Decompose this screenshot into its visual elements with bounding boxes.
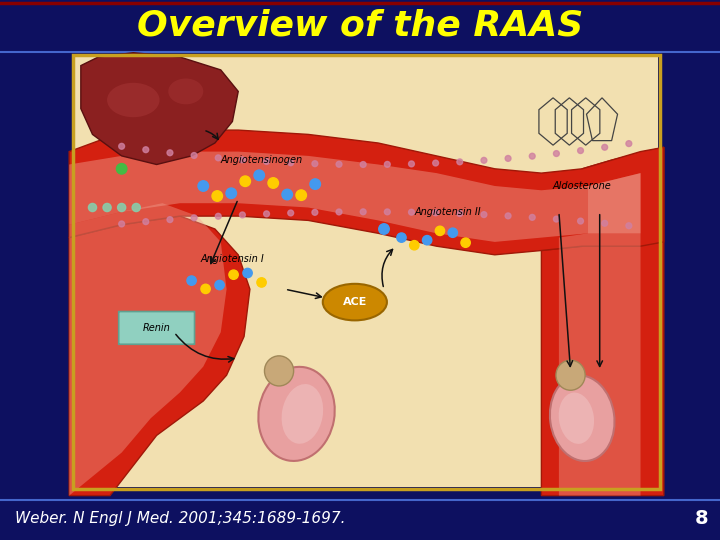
Circle shape bbox=[215, 155, 221, 161]
Circle shape bbox=[288, 160, 294, 166]
Circle shape bbox=[215, 280, 224, 289]
Circle shape bbox=[360, 161, 366, 167]
Circle shape bbox=[626, 223, 631, 228]
Ellipse shape bbox=[258, 367, 335, 461]
Circle shape bbox=[143, 147, 149, 153]
Bar bbox=[75, 57, 658, 487]
Circle shape bbox=[602, 144, 608, 150]
Text: Angiotensin I: Angiotensin I bbox=[201, 254, 264, 264]
Text: Overview of the RAAS: Overview of the RAAS bbox=[137, 9, 583, 43]
Circle shape bbox=[187, 276, 197, 285]
Circle shape bbox=[336, 161, 342, 167]
Circle shape bbox=[529, 153, 535, 159]
Polygon shape bbox=[69, 216, 250, 496]
Circle shape bbox=[336, 209, 342, 215]
Ellipse shape bbox=[550, 375, 615, 461]
Circle shape bbox=[505, 156, 511, 161]
Circle shape bbox=[554, 151, 559, 157]
Circle shape bbox=[264, 159, 269, 164]
Circle shape bbox=[282, 190, 292, 200]
Circle shape bbox=[215, 213, 221, 219]
Circle shape bbox=[554, 216, 559, 222]
Ellipse shape bbox=[107, 83, 160, 117]
Ellipse shape bbox=[168, 78, 203, 104]
Circle shape bbox=[288, 210, 294, 216]
Text: Weber. N Engl J Med. 2001;345:1689-1697.: Weber. N Engl J Med. 2001;345:1689-1697. bbox=[15, 511, 346, 526]
Text: Renin: Renin bbox=[143, 323, 171, 333]
Polygon shape bbox=[541, 147, 664, 496]
Polygon shape bbox=[69, 203, 227, 496]
Circle shape bbox=[433, 160, 438, 166]
Circle shape bbox=[264, 211, 269, 217]
Circle shape bbox=[167, 150, 173, 156]
Circle shape bbox=[529, 214, 535, 220]
Ellipse shape bbox=[556, 360, 585, 390]
Circle shape bbox=[448, 228, 457, 238]
Circle shape bbox=[360, 209, 366, 215]
Polygon shape bbox=[69, 130, 664, 255]
Circle shape bbox=[201, 284, 210, 294]
Text: 8: 8 bbox=[694, 510, 708, 529]
Circle shape bbox=[240, 157, 246, 163]
Circle shape bbox=[457, 159, 463, 165]
Circle shape bbox=[119, 221, 125, 227]
Bar bbox=[73, 55, 660, 489]
Text: Aldosterone: Aldosterone bbox=[553, 181, 611, 191]
Circle shape bbox=[226, 188, 236, 199]
Ellipse shape bbox=[323, 284, 387, 320]
Circle shape bbox=[433, 210, 438, 215]
Circle shape bbox=[408, 210, 415, 215]
Circle shape bbox=[117, 204, 126, 212]
Circle shape bbox=[243, 268, 252, 278]
Circle shape bbox=[198, 181, 209, 191]
Circle shape bbox=[117, 164, 127, 174]
Circle shape bbox=[212, 191, 222, 201]
Ellipse shape bbox=[264, 356, 294, 386]
Circle shape bbox=[310, 179, 320, 190]
Circle shape bbox=[457, 211, 463, 217]
Circle shape bbox=[103, 204, 111, 212]
Circle shape bbox=[312, 161, 318, 167]
Circle shape bbox=[240, 176, 251, 186]
Circle shape bbox=[384, 161, 390, 167]
Polygon shape bbox=[81, 53, 238, 165]
Circle shape bbox=[481, 212, 487, 218]
Text: Angiotensin II: Angiotensin II bbox=[415, 207, 482, 217]
Circle shape bbox=[192, 215, 197, 221]
Circle shape bbox=[257, 278, 266, 287]
Circle shape bbox=[229, 270, 238, 279]
Circle shape bbox=[461, 238, 470, 247]
Circle shape bbox=[268, 178, 279, 188]
Circle shape bbox=[143, 219, 149, 225]
Circle shape bbox=[577, 147, 583, 153]
Circle shape bbox=[436, 226, 445, 235]
Circle shape bbox=[408, 161, 415, 167]
Circle shape bbox=[89, 204, 96, 212]
Circle shape bbox=[626, 141, 631, 146]
Polygon shape bbox=[559, 173, 641, 496]
Text: ACE: ACE bbox=[343, 297, 367, 307]
Text: Angiotensinogen: Angiotensinogen bbox=[220, 155, 302, 165]
Circle shape bbox=[379, 224, 390, 234]
Circle shape bbox=[505, 213, 511, 219]
Circle shape bbox=[167, 217, 173, 222]
Circle shape bbox=[397, 233, 406, 242]
FancyBboxPatch shape bbox=[119, 312, 194, 345]
Circle shape bbox=[481, 157, 487, 163]
Circle shape bbox=[423, 235, 432, 245]
Circle shape bbox=[296, 190, 307, 200]
Circle shape bbox=[384, 209, 390, 215]
Circle shape bbox=[577, 218, 583, 224]
Circle shape bbox=[312, 210, 318, 215]
Ellipse shape bbox=[282, 384, 323, 444]
Circle shape bbox=[240, 212, 246, 218]
Circle shape bbox=[119, 144, 125, 149]
Circle shape bbox=[192, 153, 197, 158]
Ellipse shape bbox=[559, 393, 594, 444]
Circle shape bbox=[132, 204, 140, 212]
Polygon shape bbox=[69, 152, 641, 242]
Circle shape bbox=[254, 170, 264, 180]
Circle shape bbox=[602, 220, 608, 226]
Circle shape bbox=[410, 240, 419, 250]
